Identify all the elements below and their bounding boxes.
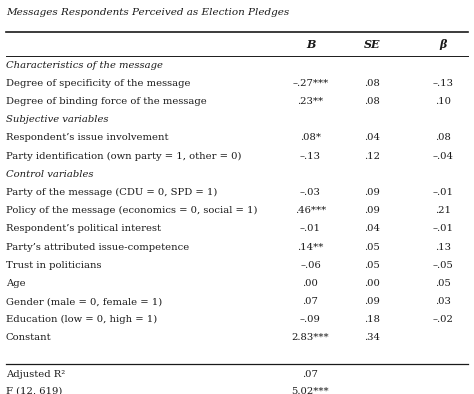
Text: .08*: .08* bbox=[300, 133, 321, 142]
Text: .09: .09 bbox=[364, 188, 380, 197]
Text: B: B bbox=[306, 39, 315, 50]
Text: F (12, 619): F (12, 619) bbox=[6, 387, 62, 394]
Text: .07: .07 bbox=[302, 297, 319, 306]
Text: .12: .12 bbox=[364, 152, 380, 160]
Text: .00: .00 bbox=[364, 279, 380, 288]
Text: Gender (male = 0, female = 1): Gender (male = 0, female = 1) bbox=[6, 297, 162, 306]
Text: .18: .18 bbox=[364, 315, 380, 324]
Text: .08: .08 bbox=[364, 97, 380, 106]
Text: Age: Age bbox=[6, 279, 25, 288]
Text: .09: .09 bbox=[364, 206, 380, 215]
Text: Respondent’s issue involvement: Respondent’s issue involvement bbox=[6, 133, 168, 142]
Text: .07: .07 bbox=[302, 370, 319, 379]
Text: Trust in politicians: Trust in politicians bbox=[6, 261, 101, 270]
Text: Policy of the message (economics = 0, social = 1): Policy of the message (economics = 0, so… bbox=[6, 206, 257, 215]
Text: Constant: Constant bbox=[6, 333, 51, 342]
Text: .10: .10 bbox=[435, 97, 451, 106]
Text: Subjective variables: Subjective variables bbox=[6, 115, 108, 124]
Text: –.04: –.04 bbox=[433, 152, 454, 160]
Text: Characteristics of the message: Characteristics of the message bbox=[6, 61, 163, 69]
Text: –.13: –.13 bbox=[433, 79, 454, 88]
Text: 5.02***: 5.02*** bbox=[292, 387, 329, 394]
Text: β: β bbox=[439, 39, 447, 50]
Text: .05: .05 bbox=[364, 242, 380, 251]
Text: .04: .04 bbox=[364, 133, 380, 142]
Text: –.05: –.05 bbox=[433, 261, 454, 270]
Text: –.13: –.13 bbox=[300, 152, 321, 160]
Text: 2.83***: 2.83*** bbox=[292, 333, 329, 342]
Text: .08: .08 bbox=[435, 133, 451, 142]
Text: –.09: –.09 bbox=[300, 315, 321, 324]
Text: Party of the message (CDU = 0, SPD = 1): Party of the message (CDU = 0, SPD = 1) bbox=[6, 188, 217, 197]
Text: .05: .05 bbox=[435, 279, 451, 288]
Text: Degree of specificity of the message: Degree of specificity of the message bbox=[6, 79, 190, 88]
Text: Party’s attributed issue-competence: Party’s attributed issue-competence bbox=[6, 242, 189, 251]
Text: .03: .03 bbox=[435, 297, 451, 306]
Text: –.02: –.02 bbox=[433, 315, 454, 324]
Text: Messages Respondents Perceived as Election Pledges: Messages Respondents Perceived as Electi… bbox=[6, 8, 289, 17]
Text: .09: .09 bbox=[364, 297, 380, 306]
Text: .05: .05 bbox=[364, 261, 380, 270]
Text: –.01: –.01 bbox=[300, 224, 321, 233]
Text: –.06: –.06 bbox=[300, 261, 321, 270]
Text: Control variables: Control variables bbox=[6, 170, 93, 179]
Text: .04: .04 bbox=[364, 224, 380, 233]
Text: –.27***: –.27*** bbox=[292, 79, 328, 88]
Text: Education (low = 0, high = 1): Education (low = 0, high = 1) bbox=[6, 315, 157, 324]
Text: .14**: .14** bbox=[297, 242, 324, 251]
Text: .23**: .23** bbox=[297, 97, 324, 106]
Text: Respondent’s political interest: Respondent’s political interest bbox=[6, 224, 161, 233]
Text: –.01: –.01 bbox=[433, 188, 454, 197]
Text: Degree of binding force of the message: Degree of binding force of the message bbox=[6, 97, 207, 106]
Text: .00: .00 bbox=[302, 279, 319, 288]
Text: SE: SE bbox=[364, 39, 380, 50]
Text: –.03: –.03 bbox=[300, 188, 321, 197]
Text: .34: .34 bbox=[364, 333, 380, 342]
Text: .13: .13 bbox=[435, 242, 451, 251]
Text: Party identification (own party = 1, other = 0): Party identification (own party = 1, oth… bbox=[6, 151, 241, 161]
Text: .21: .21 bbox=[435, 206, 451, 215]
Text: .46***: .46*** bbox=[295, 206, 326, 215]
Text: .08: .08 bbox=[364, 79, 380, 88]
Text: –.01: –.01 bbox=[433, 224, 454, 233]
Text: Adjusted R²: Adjusted R² bbox=[6, 370, 65, 379]
